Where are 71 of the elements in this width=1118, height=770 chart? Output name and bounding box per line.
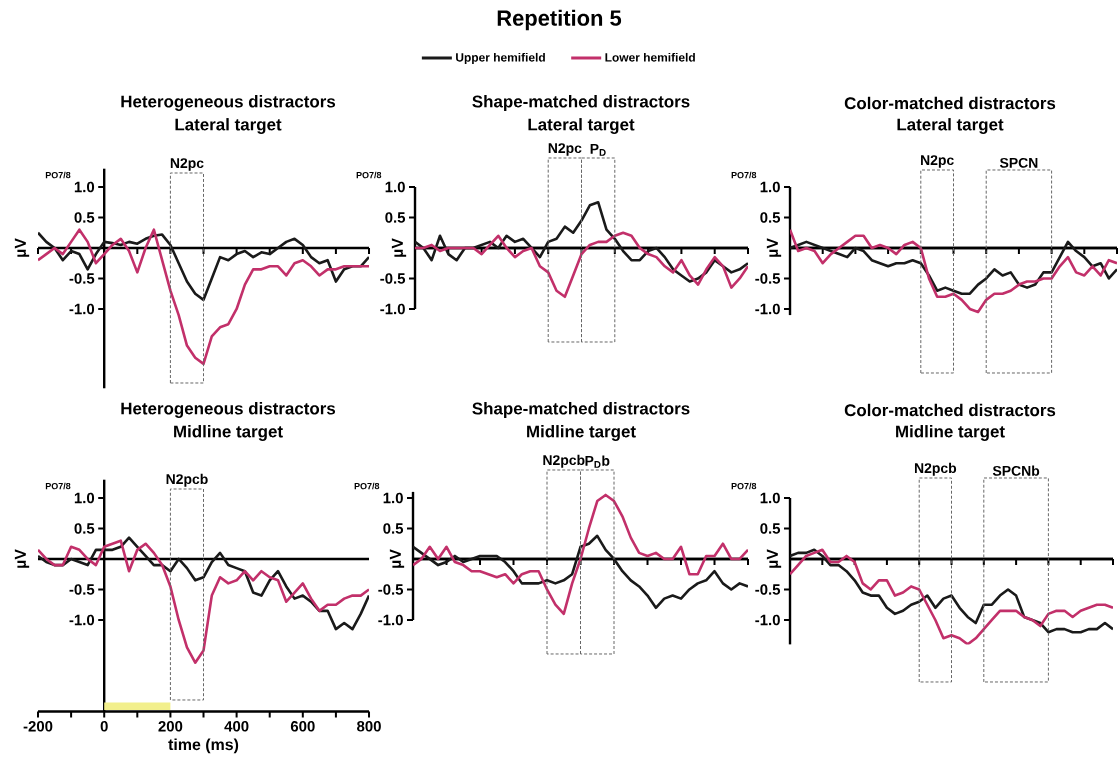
annotation: PO7/8 [354, 482, 380, 490]
text: PO7/8 [731, 171, 757, 179]
text: PO7/8 [731, 482, 757, 490]
y-tick-label: -0.5 [755, 273, 781, 284]
x-tick-label: 200 [158, 721, 183, 732]
text: SPCNb [992, 465, 1040, 476]
annotation: PO7/8 [45, 482, 71, 490]
text: N2pcb [543, 454, 585, 468]
y-tick-label: 0.5 [385, 212, 406, 223]
text: Repetition 5 [497, 9, 622, 31]
x-tick-label: 600 [290, 721, 315, 732]
chart-title: Shape-matched distractors [472, 95, 690, 111]
y-tick-label: -0.5 [380, 273, 406, 284]
y-tick-label: -1.0 [380, 303, 405, 315]
legend-label: Upper hemifield [456, 52, 545, 65]
y-tick-label: -1.0 [755, 303, 780, 315]
y-tick-label: -0.5 [69, 273, 95, 284]
chart-subtitle: Lateral target [528, 118, 635, 134]
y-tick-label: 1.0 [385, 181, 405, 193]
line-series [790, 228, 1118, 314]
y-axis-title: µV [389, 549, 405, 568]
text: P$_{D}$ [590, 144, 606, 156]
y-axis-title: µV [14, 238, 30, 257]
legend-label: Lower hemifield [605, 52, 695, 62]
y-tick-label: -0.5 [69, 584, 95, 595]
y-axis-title: µV [766, 238, 782, 257]
y-axis-title: µV [391, 238, 407, 257]
text: P$_{D}$b [585, 455, 610, 468]
chart-title: Color-matched distractors [844, 96, 1056, 110]
y-tick-label: 0.5 [760, 212, 781, 223]
y-tick-label: 1.0 [760, 181, 780, 193]
chart-title: Heterogeneous distractors [121, 95, 336, 111]
y-tick-label: -1.0 [69, 614, 95, 626]
chart-subtitle: Midline target [174, 425, 283, 441]
y-tick-label: 0.5 [760, 523, 781, 534]
y-tick-label: -0.5 [378, 584, 404, 595]
text: N2pc [921, 155, 954, 168]
y-tick-label: 1.0 [74, 181, 95, 193]
y-tick-label: -1.0 [69, 303, 95, 315]
annotation: N2pcb [166, 473, 208, 487]
text: SPCN [999, 157, 1038, 168]
y-tick-label: -0.5 [755, 584, 781, 595]
chart-subtitle: Midline target [896, 425, 1005, 441]
y-tick-label: 1.0 [760, 492, 780, 504]
chart-subtitle: Lateral target [175, 118, 282, 134]
chart-title: Heterogeneous distractors [121, 402, 336, 418]
text: N2pc [548, 143, 582, 156]
x-tick-label: 400 [224, 721, 249, 732]
chart-subtitle: Lateral target [897, 118, 1004, 134]
chart-title: Shape-matched distractors [472, 402, 690, 418]
x-tick-label: 800 [357, 721, 381, 732]
y-tick-label: -1.0 [755, 614, 780, 626]
line-series [38, 231, 370, 302]
y-axis-title: µV [766, 549, 782, 568]
y-tick-label: -1.0 [378, 614, 403, 626]
y-axis-title: µV [14, 549, 30, 568]
y-tick-label: 0.5 [74, 523, 95, 534]
y-tick-label: 0.5 [74, 212, 95, 223]
y-tick-label: 1.0 [74, 492, 95, 504]
x-axis-title: time (ms) [168, 738, 239, 754]
chart-subtitle: Midline target [527, 425, 636, 441]
y-tick-label: 0.5 [383, 523, 404, 534]
x-tick-label: -200 [23, 721, 53, 732]
x-tick-label: 0 [100, 721, 108, 732]
text: N2pcb [914, 462, 957, 476]
annotation: N2pc [170, 158, 204, 171]
annotation: PO7/8 [45, 171, 71, 179]
chart-title: Color-matched distractors [844, 403, 1056, 417]
line-series [38, 539, 370, 664]
y-tick-label: 1.0 [383, 492, 403, 504]
annotation: PO7/8 [356, 171, 382, 179]
